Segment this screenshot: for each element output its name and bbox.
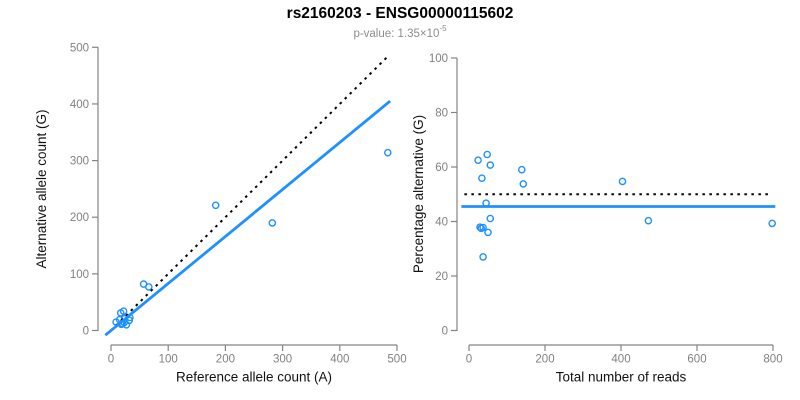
data-point — [474, 156, 482, 164]
x-axis-title: Total number of reads — [556, 370, 687, 385]
x-tick-label: 100 — [159, 354, 178, 366]
data-point — [479, 223, 487, 232]
data-point — [486, 214, 495, 223]
data-point — [476, 223, 484, 231]
y-axis-title: Alternative allele count (G) — [34, 109, 49, 268]
data-point — [618, 177, 627, 186]
fit-line — [104, 100, 391, 337]
x-tick-label: 300 — [273, 354, 292, 366]
identity-line — [110, 56, 388, 332]
figure-title: rs2160203 - ENSG00000115602 — [286, 5, 514, 22]
x-tick-label: 400 — [330, 354, 349, 366]
y-tick-label: 100 — [429, 53, 448, 65]
pvalue-text: p-value: 1.35×10 — [353, 27, 440, 40]
y-tick-label: 100 — [70, 269, 89, 281]
data-point — [211, 201, 220, 210]
x-tick-label: 200 — [535, 354, 554, 366]
data-point — [484, 228, 492, 237]
x-tick-label: 200 — [216, 354, 235, 366]
x-tick-label: 400 — [611, 354, 630, 366]
y-tick-label: 500 — [70, 42, 89, 54]
data-point — [483, 150, 492, 159]
data-point — [479, 253, 487, 261]
figure-subtitle: p-value: 1.35×10-5 — [0, 24, 800, 40]
data-point — [519, 180, 528, 188]
y-tick-label: 300 — [70, 156, 89, 168]
y-tick-label: 40 — [435, 217, 448, 229]
data-point — [478, 174, 486, 182]
data-point — [644, 216, 653, 225]
x-tick-label: 800 — [763, 354, 782, 366]
data-point — [144, 283, 153, 291]
y-tick-label: 0 — [442, 326, 448, 338]
y-tick-label: 0 — [83, 326, 89, 338]
data-point — [383, 148, 392, 157]
data-point — [268, 219, 277, 227]
x-tick-label: 0 — [108, 354, 114, 366]
data-point — [518, 165, 526, 174]
y-axis-title: Percentage alternative (G) — [411, 115, 426, 273]
x-tick-label: 500 — [387, 354, 406, 366]
data-point — [119, 307, 128, 316]
y-tick-label: 80 — [435, 108, 448, 120]
x-tick-label: 600 — [687, 354, 706, 366]
data-point — [122, 320, 131, 329]
data-point — [486, 161, 495, 169]
y-tick-label: 400 — [70, 99, 89, 111]
data-point — [768, 219, 777, 228]
y-tick-label: 200 — [70, 212, 89, 224]
y-tick-label: 20 — [435, 271, 448, 283]
pvalue-exponent: -5 — [439, 24, 447, 33]
y-tick-label: 60 — [435, 162, 448, 174]
x-tick-label: 0 — [466, 354, 472, 366]
x-axis-title: Reference allele count (A) — [176, 370, 332, 385]
